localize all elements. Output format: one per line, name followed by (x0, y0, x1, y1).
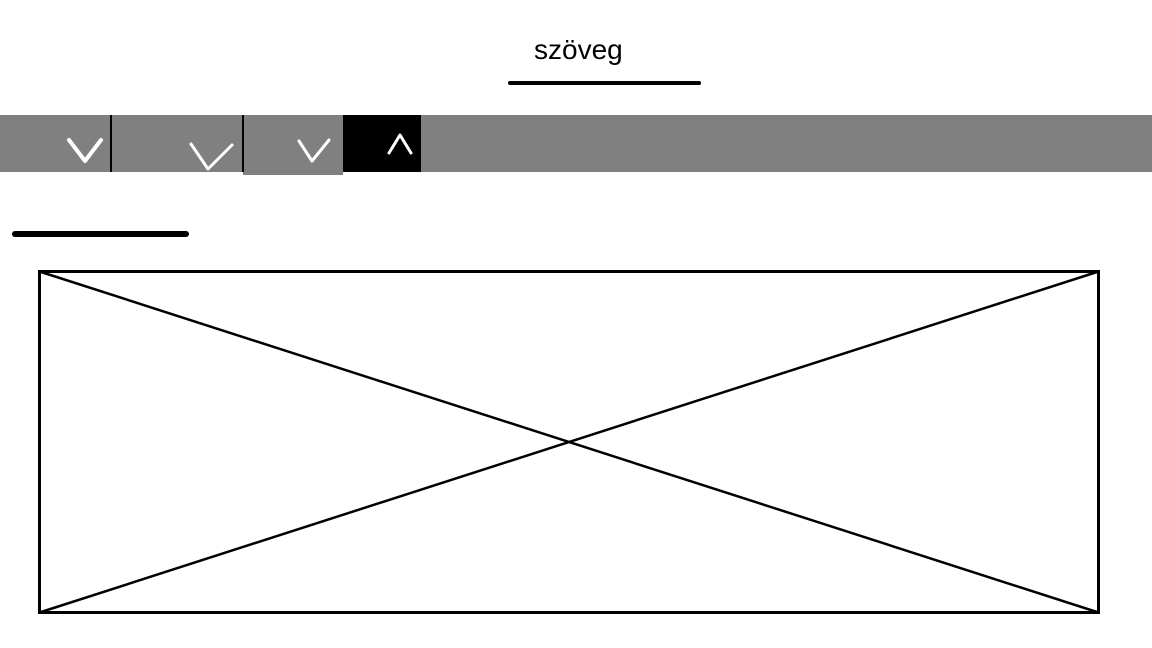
chevron-down-icon (297, 138, 331, 163)
nav-item-4[interactable] (343, 115, 421, 172)
chevron-down-icon (67, 138, 103, 163)
page-title: szöveg (534, 34, 623, 65)
nav-item-1[interactable] (0, 115, 110, 172)
chevron-down-icon (189, 142, 234, 171)
chevron-up-icon (387, 133, 413, 155)
title-underline (508, 81, 701, 85)
nav-item-3[interactable] (243, 115, 343, 175)
nav-divider (242, 115, 244, 172)
nav-divider (110, 115, 112, 172)
image-placeholder-icon (38, 270, 1100, 614)
nav-item-2[interactable] (110, 115, 243, 172)
navbar (0, 115, 1152, 175)
section-heading-line (12, 231, 189, 237)
